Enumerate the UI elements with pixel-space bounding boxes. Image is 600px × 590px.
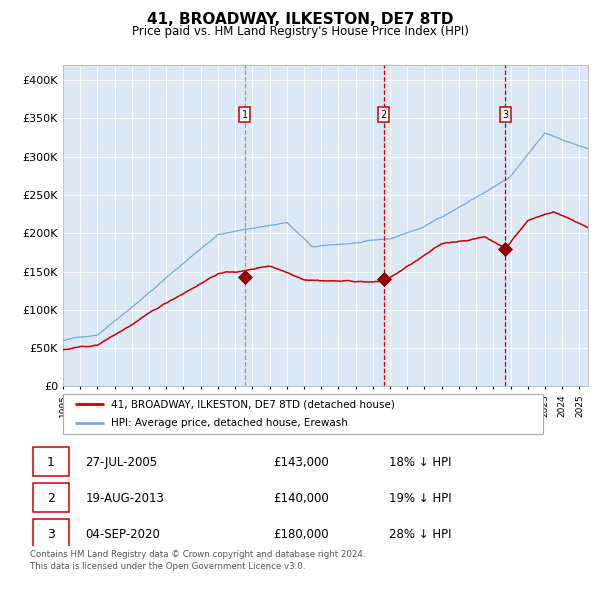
Text: 3: 3 — [47, 528, 55, 541]
Text: 19% ↓ HPI: 19% ↓ HPI — [389, 492, 451, 505]
Text: Contains HM Land Registry data © Crown copyright and database right 2024.: Contains HM Land Registry data © Crown c… — [30, 550, 365, 559]
Text: £180,000: £180,000 — [273, 528, 329, 541]
Text: 19-AUG-2013: 19-AUG-2013 — [85, 492, 164, 505]
Text: 3: 3 — [502, 110, 508, 120]
Text: 04-SEP-2020: 04-SEP-2020 — [85, 528, 160, 541]
Text: 27-JUL-2005: 27-JUL-2005 — [85, 456, 157, 469]
Text: This data is licensed under the Open Government Licence v3.0.: This data is licensed under the Open Gov… — [30, 562, 305, 571]
Text: £143,000: £143,000 — [273, 456, 329, 469]
Text: 41, BROADWAY, ILKESTON, DE7 8TD (detached house): 41, BROADWAY, ILKESTON, DE7 8TD (detache… — [111, 399, 395, 409]
Text: 41, BROADWAY, ILKESTON, DE7 8TD: 41, BROADWAY, ILKESTON, DE7 8TD — [147, 12, 453, 27]
Text: 1: 1 — [47, 456, 55, 469]
Text: 18% ↓ HPI: 18% ↓ HPI — [389, 456, 451, 469]
Text: 28% ↓ HPI: 28% ↓ HPI — [389, 528, 451, 541]
Text: £140,000: £140,000 — [273, 492, 329, 505]
Text: 2: 2 — [380, 110, 387, 120]
Text: 1: 1 — [242, 110, 248, 120]
FancyBboxPatch shape — [63, 394, 543, 434]
FancyBboxPatch shape — [33, 447, 68, 476]
Text: HPI: Average price, detached house, Erewash: HPI: Average price, detached house, Erew… — [111, 418, 348, 428]
FancyBboxPatch shape — [33, 483, 68, 512]
Text: Price paid vs. HM Land Registry's House Price Index (HPI): Price paid vs. HM Land Registry's House … — [131, 25, 469, 38]
Text: 2: 2 — [47, 492, 55, 505]
FancyBboxPatch shape — [33, 519, 68, 548]
